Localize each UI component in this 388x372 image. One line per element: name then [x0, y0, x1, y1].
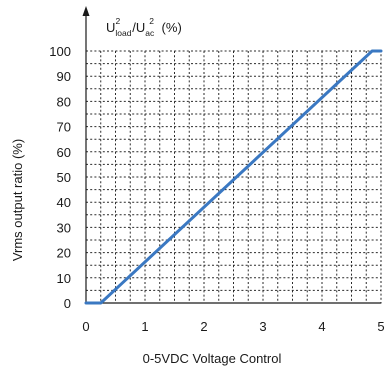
x-tick-label: 2 — [200, 319, 207, 334]
y-tick-label: 80 — [57, 94, 71, 109]
y-tick-label: 20 — [57, 246, 71, 261]
series-line — [84, 49, 383, 305]
y-axis-title: Vrms output ratio (%) — [10, 139, 25, 261]
y-tick-label: 70 — [57, 120, 71, 135]
y-tick-label: 90 — [57, 69, 71, 84]
x-tick-label: 0 — [82, 319, 89, 334]
axes — [82, 6, 381, 304]
y-tick-label: 30 — [57, 220, 71, 235]
x-tick-labels: 0 1 2 3 4 5 — [82, 319, 384, 334]
x-tick-label: 3 — [259, 319, 266, 334]
y-tick-label: 50 — [57, 170, 71, 185]
y-tick-label: 10 — [57, 271, 71, 286]
unit-label: Uload2/Uac2 (%) — [106, 16, 182, 38]
grid — [86, 51, 381, 303]
y-tick-label: 60 — [57, 145, 71, 160]
x-axis-title: 0-5VDC Voltage Control — [143, 351, 282, 366]
y-tick-label: 0 — [64, 296, 71, 311]
x-tick-label: 4 — [318, 319, 325, 334]
x-tick-label: 5 — [377, 319, 384, 334]
y-axis-arrow-icon — [82, 6, 90, 16]
x-tick-label: 1 — [141, 319, 148, 334]
y-tick-label: 100 — [49, 44, 71, 59]
y-tick-label: 40 — [57, 195, 71, 210]
series-layer — [84, 49, 383, 305]
y-tick-labels: 0 10 20 30 40 50 60 70 80 90 100 — [49, 44, 71, 311]
